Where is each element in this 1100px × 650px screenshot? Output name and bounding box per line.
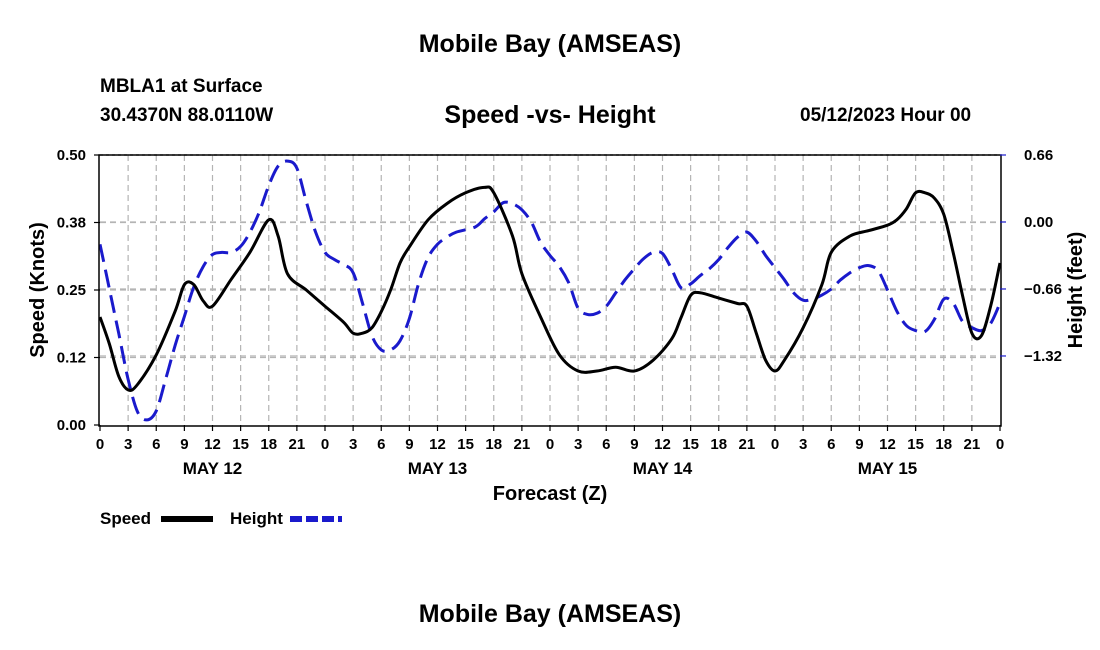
station-label: MBLA1 at Surface <box>100 76 263 97</box>
y-tick-label-right: 0.00 <box>1024 214 1053 231</box>
x-tick-label: 12 <box>879 436 896 453</box>
x-tick-label: 21 <box>514 436 531 453</box>
x-tick-label: 21 <box>739 436 756 453</box>
x-tick-label: 15 <box>682 436 699 453</box>
chart-main-title: Mobile Bay (AMSEAS) <box>418 30 682 58</box>
legend-speed-swatch <box>161 516 213 522</box>
chart-subtitle: Speed -vs- Height <box>444 101 656 129</box>
x-tick-label: 21 <box>964 436 981 453</box>
x-tick-label: 3 <box>799 436 807 453</box>
x-tick-label: 12 <box>429 436 446 453</box>
x-tick-label: 15 <box>457 436 474 453</box>
x-tick-label: 0 <box>321 436 329 453</box>
x-tick-label: 3 <box>574 436 582 453</box>
station-coordinates: 30.4370N 88.0110W <box>100 105 274 126</box>
x-tick-label: 21 <box>289 436 306 453</box>
day-label: MAY 13 <box>408 459 468 478</box>
x-tick-label: 18 <box>260 436 277 453</box>
right-axis-title: Height (feet) <box>1065 232 1087 349</box>
x-tick-label: 18 <box>935 436 952 453</box>
x-tick-label: 12 <box>204 436 221 453</box>
x-tick-label: 3 <box>349 436 357 453</box>
x-tick-label: 12 <box>654 436 671 453</box>
x-tick-label: 6 <box>377 436 385 453</box>
forecast-datetime: 05/12/2023 Hour 00 <box>800 105 972 126</box>
day-label: MAY 15 <box>858 459 918 478</box>
speed-series-line <box>98 185 1002 392</box>
x-tick-label: 6 <box>152 436 160 453</box>
x-tick-label: 0 <box>996 436 1004 453</box>
y-tick-label-right: 0.66 <box>1024 147 1053 164</box>
legend-height-swatch <box>290 516 342 522</box>
x-tick-label: 9 <box>630 436 638 453</box>
x-tick-label: 15 <box>232 436 249 453</box>
x-tick-label: 15 <box>907 436 924 453</box>
height-series-line <box>98 159 1002 422</box>
day-label: MAY 12 <box>183 459 243 478</box>
axes-layer: 0 3 6 9 12 15 18 21 0 3 6 9 12 15 18 21 0 3 6 9 12 15 18 21 0 3 6 9… <box>57 147 1062 478</box>
x-tick-label: 9 <box>855 436 863 453</box>
x-tick-label: 0 <box>96 436 104 453</box>
x-tick-label: 18 <box>485 436 502 453</box>
x-tick-label: 6 <box>602 436 610 453</box>
x-tick-label: 0 <box>546 436 554 453</box>
footer-title: Mobile Bay (AMSEAS) <box>418 600 682 628</box>
day-label: MAY 14 <box>633 459 693 478</box>
y-tick-label-left: 0.38 <box>57 215 86 232</box>
x-axis-title: Forecast (Z) <box>493 483 607 505</box>
y-tick-label-left: 0.12 <box>57 350 86 367</box>
series-layer <box>98 159 1002 422</box>
y-tick-label-left: 0.50 <box>57 147 86 164</box>
x-tick-label: 0 <box>771 436 779 453</box>
x-tick-label: 3 <box>124 436 132 453</box>
y-tick-label-left: 0.00 <box>57 417 86 434</box>
x-tick-label: 9 <box>405 436 413 453</box>
x-tick-label: 18 <box>710 436 727 453</box>
y-tick-label-right: −1.32 <box>1024 348 1062 365</box>
y-tick-label-left: 0.25 <box>57 282 86 299</box>
left-axis-title: Speed (Knots) <box>27 222 49 358</box>
x-tick-label: 6 <box>827 436 835 453</box>
legend-speed-label: Speed <box>100 509 152 528</box>
grid-lines <box>100 154 1000 425</box>
y-tick-label-right: −0.66 <box>1024 281 1062 298</box>
x-tick-label: 9 <box>180 436 188 453</box>
legend-height-label: Height <box>230 509 283 528</box>
